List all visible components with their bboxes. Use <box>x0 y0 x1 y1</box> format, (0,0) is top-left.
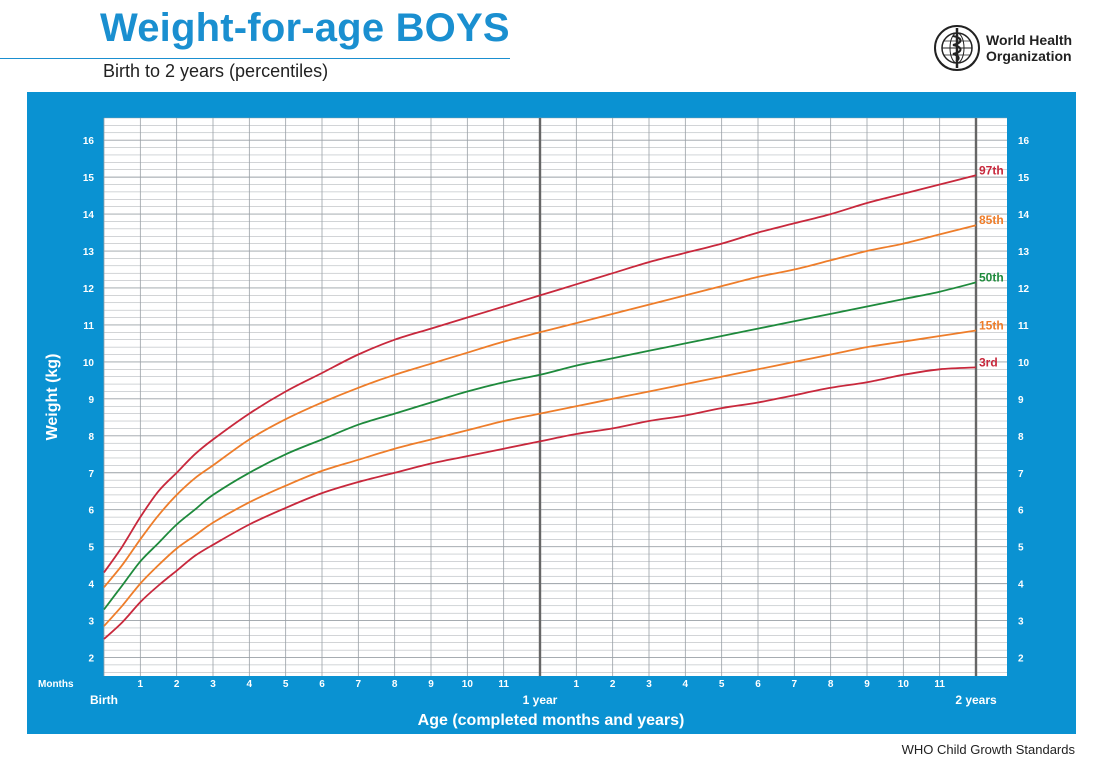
x-tick-label-month: 2 <box>610 679 616 690</box>
x-tick-label-month: 1 <box>138 679 144 690</box>
x-tick-label-month: 7 <box>356 679 362 690</box>
footer-text: WHO Child Growth Standards <box>901 742 1075 757</box>
x-tick-label-month: 3 <box>646 679 652 690</box>
y-tick-label-right: 5 <box>1018 543 1024 554</box>
y-tick-label-left: 2 <box>88 654 94 665</box>
x-tick-label-month: 7 <box>792 679 798 690</box>
y-tick-label-left: 4 <box>88 580 94 591</box>
page-title: Weight-for-age BOYS <box>100 6 510 50</box>
y-tick-label-left: 16 <box>83 136 95 147</box>
grid-minor <box>104 117 1007 673</box>
y-tick-label-right: 11 <box>1018 321 1029 332</box>
x-tick-label-month: 4 <box>683 679 689 690</box>
x-tick-label-month: 6 <box>755 679 761 690</box>
percentile-label-97th: 97th <box>979 163 1004 177</box>
x-tick-label-month: 6 <box>319 679 325 690</box>
x-tick-label-month: 9 <box>864 679 870 690</box>
who-logo: World Health Organization <box>932 24 1082 72</box>
y-tick-label-left: 13 <box>83 247 95 258</box>
logo-line-2: Organization <box>986 48 1072 64</box>
x-tick-label-month: 11 <box>498 679 509 690</box>
x-tick-label-major: 2 years <box>955 693 997 707</box>
percentile-label-85th: 85th <box>979 213 1004 227</box>
x-tick-label-month: 10 <box>462 679 474 690</box>
x-tick-label-month: 11 <box>934 679 945 690</box>
y-tick-label-left: 7 <box>88 469 94 480</box>
x-tick-label-month: 4 <box>247 679 253 690</box>
y-tick-label-right: 16 <box>1018 136 1030 147</box>
percentile-labels: 97th 85th 50th 15th 3rd <box>979 163 1004 369</box>
y-tick-label-right: 13 <box>1018 247 1030 258</box>
x-tick-label-month: 8 <box>828 679 834 690</box>
x-tick-label-major: 1 year <box>523 693 558 707</box>
y-tick-label-right: 7 <box>1018 469 1024 480</box>
y-tick-label-right: 12 <box>1018 284 1030 295</box>
title-underline <box>0 58 510 59</box>
percentile-lines <box>103 174 977 640</box>
months-label: Months <box>38 679 74 690</box>
x-tick-label-month: 5 <box>283 679 289 690</box>
percentile-label-3rd: 3rd <box>979 355 998 369</box>
percentile-line-15th <box>103 329 977 627</box>
y-tick-label-left: 10 <box>83 358 95 369</box>
y-tick-label-left: 5 <box>88 543 94 554</box>
x-tick-label-month: 10 <box>898 679 910 690</box>
percentile-label-50th: 50th <box>979 270 1004 284</box>
page-subtitle: Birth to 2 years (percentiles) <box>103 61 329 81</box>
x-tick-label-month: 1 <box>574 679 580 690</box>
y-tick-label-left: 3 <box>88 617 94 628</box>
y-tick-label-left: 15 <box>83 173 95 184</box>
y-tick-label-left: 9 <box>88 395 94 406</box>
y-tick-label-left: 11 <box>83 321 94 332</box>
y-tick-label-right: 15 <box>1018 173 1030 184</box>
x-axis-label: Age (completed months and years) <box>418 712 685 729</box>
y-tick-label-left: 6 <box>88 506 94 517</box>
x-tick-label-month: 8 <box>392 679 398 690</box>
y-tick-label-right: 6 <box>1018 506 1024 517</box>
y-axis-label: Weight (kg) <box>44 354 61 441</box>
y-tick-labels-right: 2 3 4 5 6 7 8 9 10 11 12 13 14 15 16 <box>1018 136 1030 664</box>
percentile-line-85th <box>103 224 977 588</box>
x-tick-label-major: Birth <box>90 693 118 707</box>
x-tick-label-month: 5 <box>719 679 725 690</box>
y-tick-label-right: 3 <box>1018 617 1024 628</box>
y-tick-label-right: 9 <box>1018 395 1024 406</box>
logo-text: World Health Organization <box>986 32 1072 64</box>
y-tick-label-right: 2 <box>1018 654 1024 665</box>
y-tick-label-right: 8 <box>1018 432 1024 443</box>
percentile-label-15th: 15th <box>979 318 1004 332</box>
logo-line-1: World Health <box>986 32 1073 48</box>
y-tick-label-right: 10 <box>1018 358 1030 369</box>
percentile-line-97th <box>103 174 977 574</box>
percentile-line-3rd <box>103 366 977 640</box>
y-tick-label-right: 4 <box>1018 580 1024 591</box>
x-tick-label-month: 3 <box>210 679 216 690</box>
x-tick-label-month: 9 <box>428 679 434 690</box>
y-tick-label-right: 14 <box>1018 210 1030 221</box>
y-tick-labels-left: 2 3 4 5 6 7 8 9 10 11 12 13 14 15 16 <box>83 136 95 664</box>
y-tick-label-left: 14 <box>83 210 95 221</box>
y-tick-label-left: 8 <box>88 432 94 443</box>
x-tick-label-month: 2 <box>174 679 180 690</box>
percentile-line-50th <box>103 281 977 611</box>
who-emblem-icon <box>934 25 980 71</box>
plot-area <box>104 118 1007 676</box>
y-tick-label-left: 12 <box>83 284 95 295</box>
